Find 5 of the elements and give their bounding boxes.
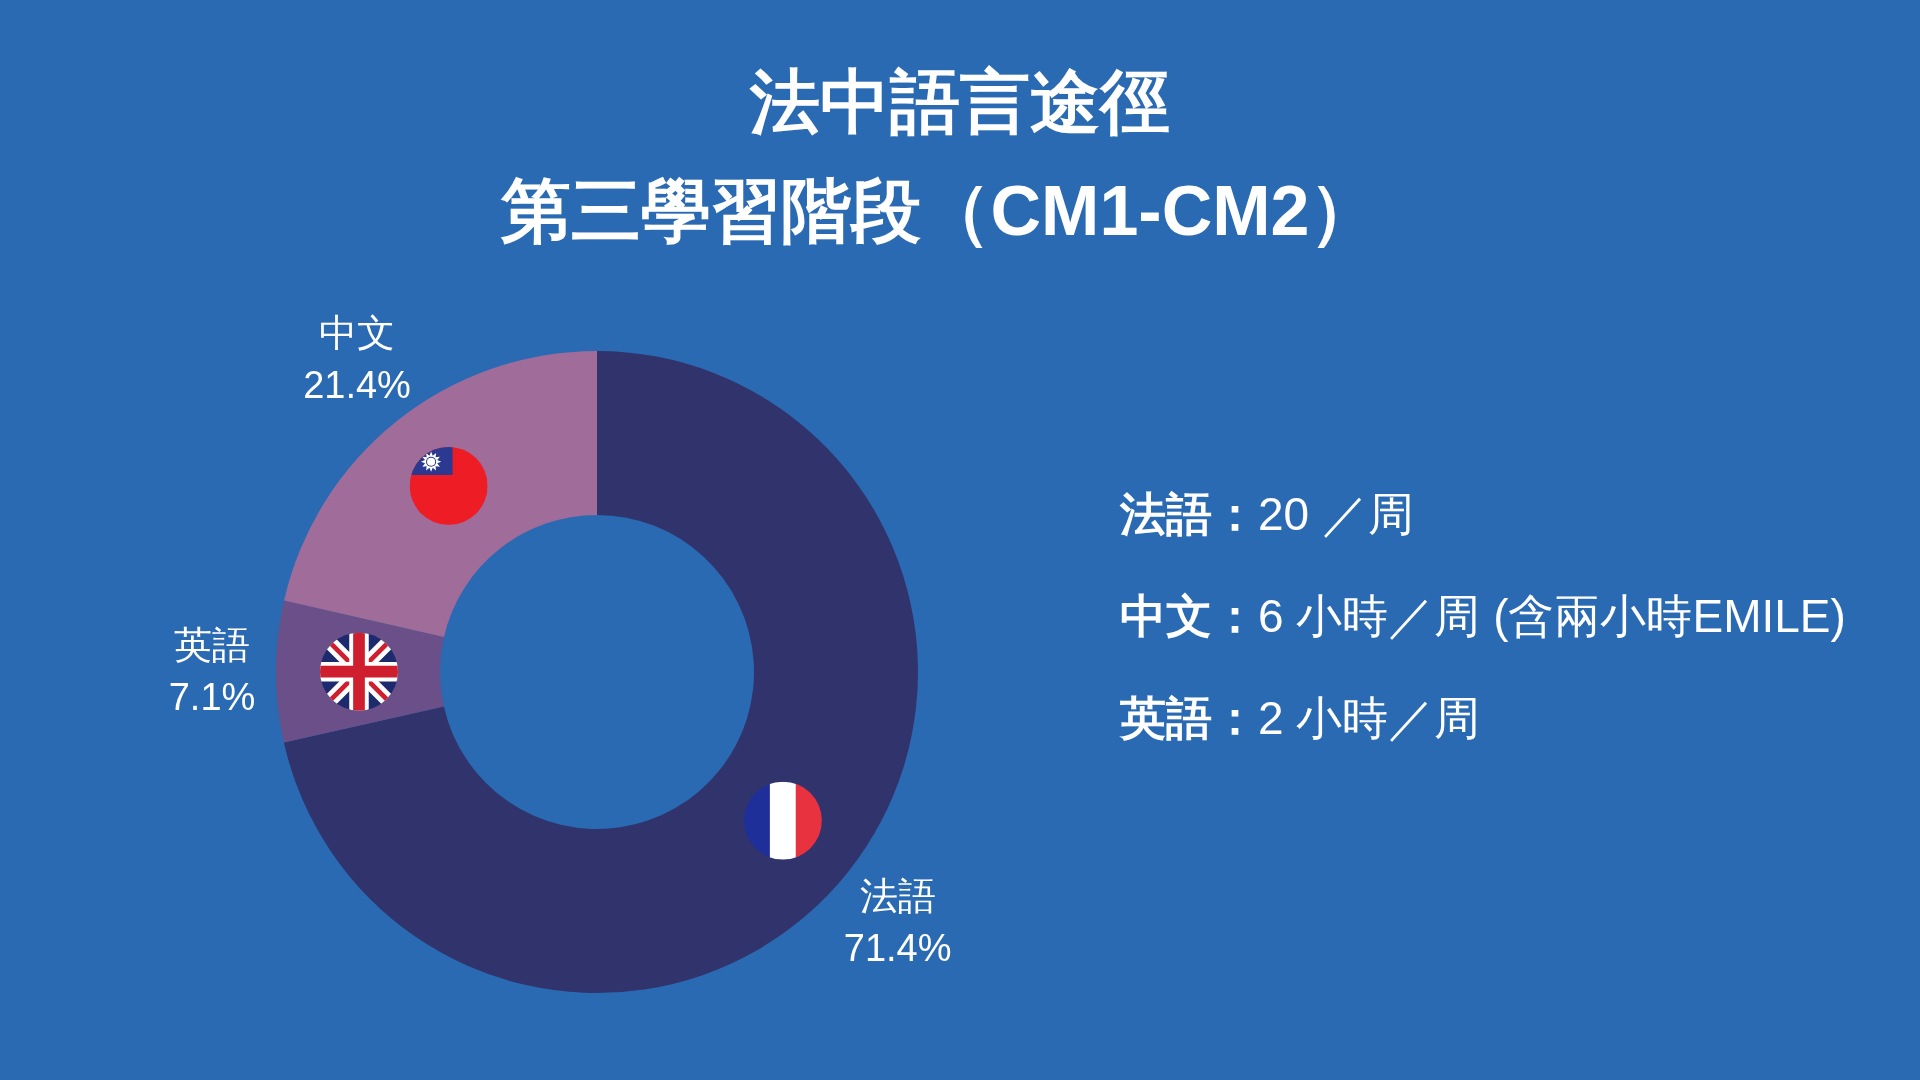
subtitle: 第三學習階段（CM1-CM2）: [500, 172, 1380, 250]
title: 法中語言途徑: [750, 63, 1170, 141]
annotation: 英語：2 小時／周: [1120, 692, 1481, 744]
annotation: 中文：6 小時／周 (含兩小時EMILE): [1120, 590, 1846, 642]
annotation: 法語：20 ／周: [1120, 488, 1414, 540]
